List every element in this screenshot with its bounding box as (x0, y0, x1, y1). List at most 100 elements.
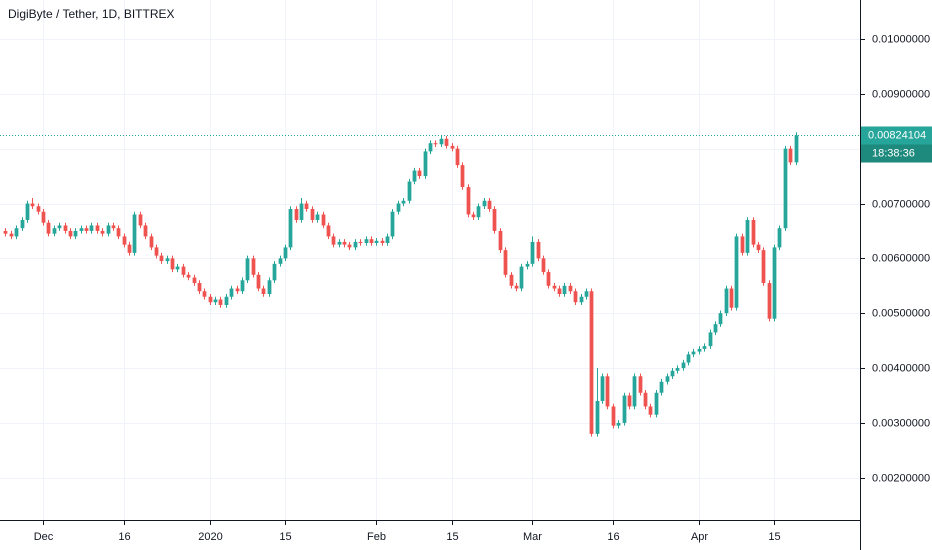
candle-body (417, 170, 422, 177)
y-tick-label: 0.00500000 (872, 307, 930, 319)
candle-body (256, 274, 261, 289)
candle-body (89, 225, 94, 231)
candle-body (197, 283, 202, 292)
candle-body (767, 283, 772, 319)
chart-title: DigiByte / Tether, 1D, BITTREX (8, 7, 175, 21)
candle-body (713, 324, 718, 333)
candle-body (509, 274, 514, 286)
candle-body (718, 313, 723, 325)
candle-body (643, 392, 648, 407)
candle-body (476, 206, 481, 218)
candle-body (390, 211, 395, 237)
candle-body (702, 346, 707, 349)
candle-body (686, 354, 691, 363)
candle-body (514, 285, 519, 289)
candle-body (584, 291, 589, 297)
candle-body (783, 148, 788, 229)
candle-body (433, 143, 438, 145)
candle-body (525, 263, 530, 267)
candle-body (665, 376, 670, 382)
candle-body (536, 241, 541, 259)
candle-body (729, 288, 734, 308)
countdown-label: 18:38:36 (872, 147, 915, 159)
candle-body (347, 244, 352, 248)
candle-body (57, 225, 62, 229)
candle-body (229, 288, 234, 297)
x-tick-label: 16 (607, 531, 619, 543)
candle-body (278, 258, 283, 264)
candle-body (530, 241, 535, 264)
candle-body (25, 203, 30, 220)
candle-body (36, 206, 41, 212)
candle-body (579, 296, 584, 303)
candle-body (315, 214, 320, 220)
y-tick-label: 0.00700000 (872, 198, 930, 210)
candles (3, 132, 799, 437)
candle-body (165, 258, 170, 262)
candle-body (423, 151, 428, 177)
candle-body (358, 241, 363, 243)
candle-body (235, 288, 240, 292)
candle-body (84, 228, 89, 231)
candle-body (79, 228, 84, 231)
candle-body (751, 219, 756, 245)
candle-body (52, 228, 57, 234)
candle-body (681, 362, 686, 369)
candle-body (450, 145, 455, 149)
candle-body (245, 258, 250, 281)
candle-body (691, 351, 696, 355)
candle-body (708, 332, 713, 347)
candle-body (369, 239, 374, 243)
x-tick-label: 15 (279, 531, 291, 543)
candle-body (568, 285, 573, 292)
last-price-badge (861, 126, 932, 145)
candle-body (498, 230, 503, 251)
candle-body (412, 170, 417, 182)
y-tick-label: 0.00300000 (872, 417, 930, 429)
x-tick-label: 15 (768, 531, 780, 543)
candle-body (100, 230, 105, 234)
candle-body (562, 285, 567, 295)
candle-body (3, 230, 8, 234)
candle-body (122, 236, 127, 245)
candle-body (68, 230, 73, 237)
candle-body (675, 368, 680, 371)
candle-body (745, 219, 750, 253)
candle-body (638, 376, 643, 393)
candle-body (46, 222, 51, 234)
x-tick-label: Apr (691, 531, 708, 543)
candle-body (294, 208, 299, 220)
candle-body (272, 263, 277, 281)
candle-body (756, 244, 761, 251)
y-tick-label: 0.00400000 (872, 362, 930, 374)
candle-body (331, 236, 336, 245)
candle-body (605, 376, 610, 407)
candle-body (616, 422, 621, 426)
y-tick-label: 0.00900000 (872, 88, 930, 100)
candle-body (546, 272, 551, 286)
candle-body (557, 288, 562, 295)
candle-body (353, 241, 358, 248)
candle-body (455, 148, 460, 166)
candle-body (116, 228, 121, 237)
candle-body (589, 291, 594, 434)
candle-body (519, 266, 524, 289)
candle-body (552, 285, 557, 289)
candle-body (761, 250, 766, 284)
candle-body (460, 165, 465, 188)
candle-body (73, 230, 78, 237)
candle-body (487, 200, 492, 209)
candle-body (283, 247, 288, 259)
candle-body (401, 200, 406, 204)
countdown-badge (861, 144, 932, 163)
candle-body (132, 214, 137, 253)
candle-body (777, 228, 782, 248)
candle-body (138, 214, 143, 226)
candle-body (600, 376, 605, 401)
candle-body (595, 400, 600, 434)
candle-body (670, 370, 675, 377)
candle-body (326, 225, 331, 237)
candle-body (632, 376, 637, 407)
y-tick-label: 0.01000000 (872, 33, 930, 45)
candle-body (9, 233, 14, 237)
